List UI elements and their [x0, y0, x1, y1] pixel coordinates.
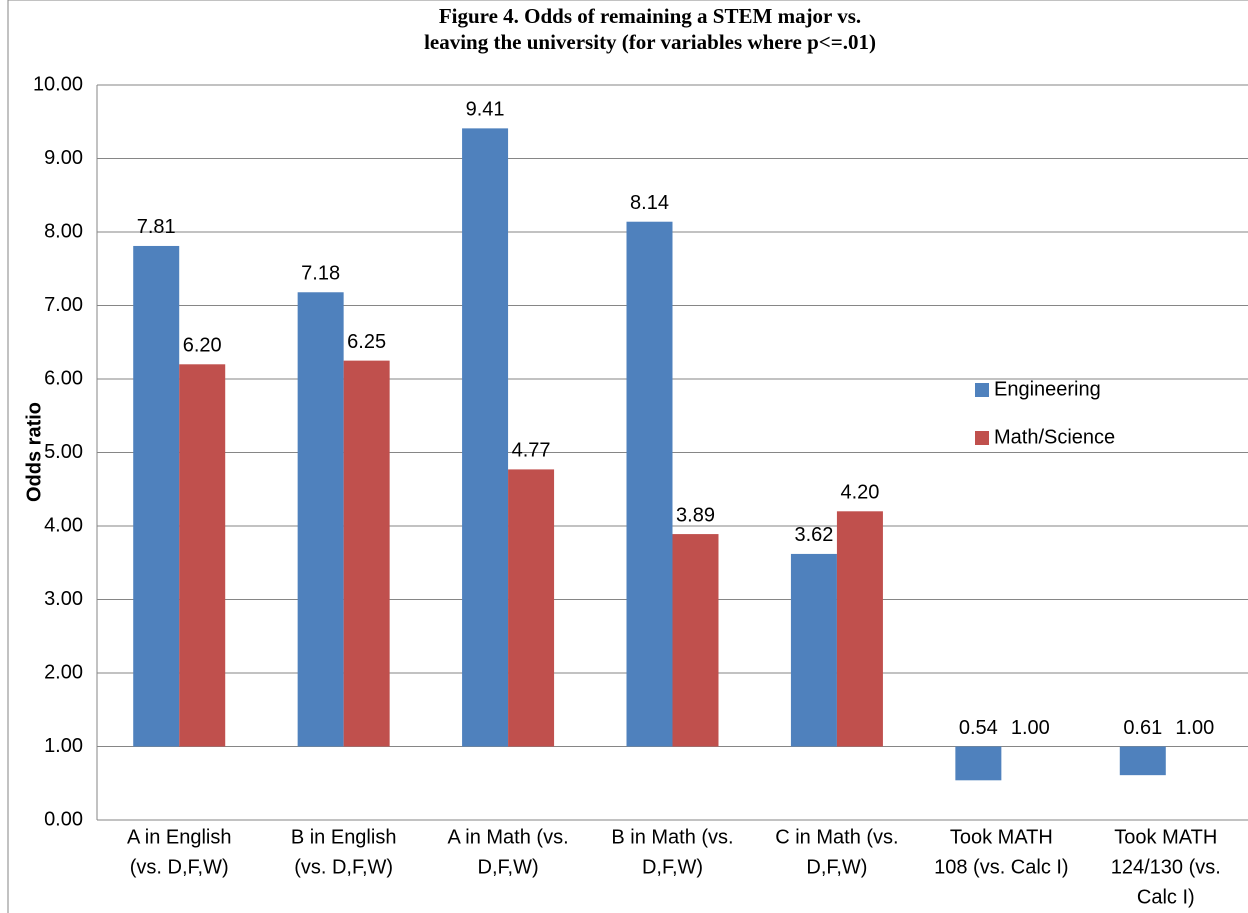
- bar: [672, 534, 719, 747]
- data-label: 4.20: [840, 482, 879, 504]
- y-tick-label: 7.00: [44, 294, 83, 316]
- legend-label: Engineering: [994, 378, 1101, 400]
- data-label: 6.25: [347, 331, 386, 353]
- bar: [1119, 746, 1166, 776]
- bar: [508, 469, 555, 747]
- chart-title: leaving the university (for variables wh…: [424, 30, 876, 54]
- data-label: 7.18: [301, 263, 340, 285]
- bar: [626, 221, 673, 747]
- bar: [179, 364, 226, 747]
- bar: [955, 746, 1002, 781]
- x-tick-label: A in Math (vs.: [447, 826, 568, 848]
- data-label: 8.14: [630, 192, 669, 214]
- y-axis-label: Odds ratio: [23, 402, 45, 502]
- bar: [462, 128, 509, 747]
- x-tick-label: B in English: [291, 826, 397, 848]
- x-tick-label: D,F,W): [478, 856, 539, 878]
- y-tick-label: 1.00: [44, 735, 83, 757]
- x-tick-label: D,F,W): [642, 856, 703, 878]
- data-label: 0.54: [959, 717, 998, 739]
- y-tick-label: 8.00: [44, 220, 83, 242]
- y-tick-label: 9.00: [44, 147, 83, 169]
- x-tick-label: Took MATH: [950, 826, 1053, 848]
- x-tick-label: A in English: [127, 826, 232, 848]
- x-tick-label: B in Math (vs.: [611, 826, 733, 848]
- data-label: 0.61: [1123, 717, 1162, 739]
- data-label: 1.00: [1175, 717, 1214, 739]
- x-tick-label: 124/130 (vs.: [1111, 856, 1221, 878]
- data-label: 3.89: [676, 504, 715, 526]
- data-label: 4.77: [512, 440, 551, 462]
- legend-swatch: [975, 383, 989, 397]
- x-tick-label: D,F,W): [806, 856, 867, 878]
- data-label: 1.00: [1011, 717, 1050, 739]
- y-tick-label: 4.00: [44, 514, 83, 536]
- bar: [343, 360, 390, 747]
- x-tick-label: 108 (vs. Calc I): [934, 856, 1068, 878]
- y-tick-label: 2.00: [44, 661, 83, 683]
- x-tick-label: (vs. D,F,W): [130, 856, 229, 878]
- y-tick-label: 5.00: [44, 441, 83, 463]
- legend-swatch: [975, 431, 989, 445]
- y-tick-label: 6.00: [44, 367, 83, 389]
- bar: [133, 245, 180, 747]
- x-tick-label: Took MATH: [1114, 826, 1217, 848]
- y-tick-label: 0.00: [44, 808, 83, 830]
- chart-title: Figure 4. Odds of remaining a STEM major…: [439, 4, 861, 28]
- x-tick-label: C in Math (vs.: [775, 826, 898, 848]
- x-tick-label: Calc I): [1137, 886, 1195, 908]
- data-label: 9.41: [466, 99, 505, 121]
- data-label: 3.62: [794, 524, 833, 546]
- y-tick-label: 3.00: [44, 588, 83, 610]
- x-tick-label: (vs. D,F,W): [294, 856, 393, 878]
- data-label: 7.81: [137, 216, 176, 238]
- bar: [836, 511, 883, 747]
- legend-label: Math/Science: [994, 426, 1115, 448]
- bar: [790, 553, 837, 747]
- y-tick-label: 10.00: [33, 73, 83, 95]
- data-label: 6.20: [183, 335, 222, 357]
- bar: [297, 292, 344, 747]
